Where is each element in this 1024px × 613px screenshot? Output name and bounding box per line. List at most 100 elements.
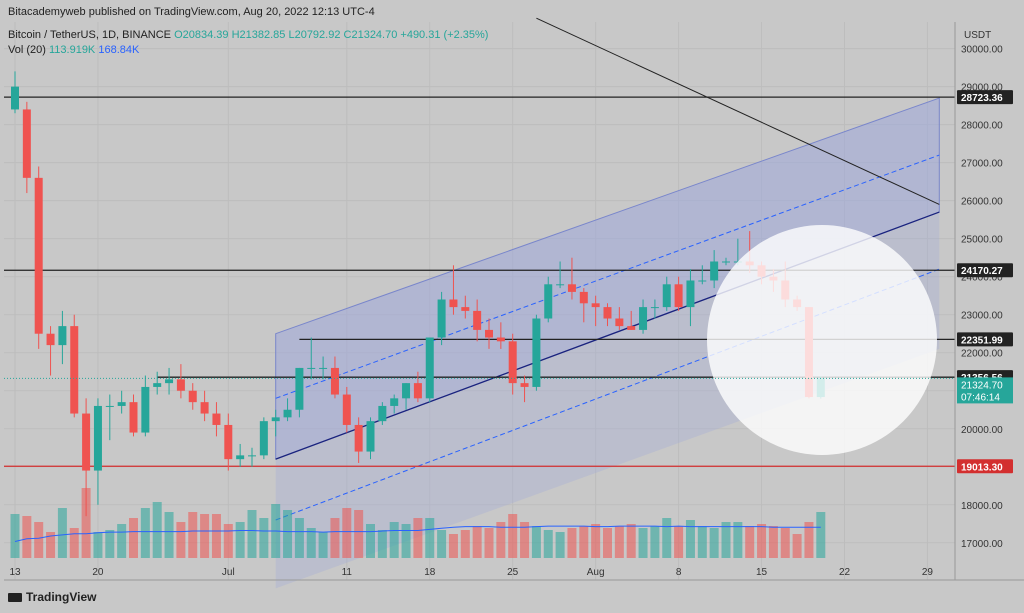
volume-bar bbox=[543, 530, 553, 558]
candle-body bbox=[390, 398, 399, 406]
volume-bar bbox=[129, 518, 138, 558]
candle-body bbox=[129, 402, 138, 433]
volume-bar bbox=[46, 532, 56, 558]
level-price-label: 19013.30 bbox=[961, 462, 1003, 473]
brand-label: TradingView bbox=[26, 590, 97, 604]
volume-bar bbox=[57, 508, 67, 558]
volume-moving-average bbox=[14, 525, 821, 542]
candle-body bbox=[283, 409, 292, 418]
price-tick-label: 23000.00 bbox=[961, 311, 1003, 322]
candle-body bbox=[366, 421, 375, 452]
candle-body bbox=[378, 405, 387, 422]
candle-body bbox=[603, 307, 612, 319]
level-price-label: 24170.27 bbox=[961, 266, 1003, 277]
candle-body bbox=[46, 333, 55, 346]
volume-bar bbox=[662, 518, 672, 558]
volume-bars bbox=[10, 488, 826, 558]
ohlc-values: O20834.39 H21382.85 L20792.92 C21324.70 … bbox=[174, 29, 489, 41]
volume-bar bbox=[330, 518, 340, 558]
symbol-name[interactable]: Bitcoin / TetherUS, 1D, BINANCE bbox=[8, 29, 172, 41]
candle-body bbox=[449, 299, 458, 308]
volume-label[interactable]: Vol (20) bbox=[8, 44, 46, 56]
volume-bar bbox=[81, 488, 91, 558]
last-price-tag bbox=[957, 377, 1013, 404]
volume-ma-line bbox=[14, 525, 821, 542]
candle-body bbox=[165, 379, 174, 384]
candle-body bbox=[70, 326, 79, 414]
tradingview-logo[interactable]: TradingView bbox=[8, 590, 96, 604]
price-tick-label: 29000.00 bbox=[961, 83, 1003, 94]
volume-bar bbox=[259, 518, 269, 558]
candle-body bbox=[650, 307, 659, 309]
volume-bar bbox=[437, 530, 447, 558]
time-tick-label: Aug bbox=[587, 567, 605, 578]
candle-body bbox=[342, 394, 351, 425]
volume-bar bbox=[366, 524, 375, 558]
volume-bar bbox=[283, 510, 293, 558]
candle-body bbox=[319, 367, 328, 369]
descending-trendline bbox=[536, 17, 940, 205]
volume-bar bbox=[188, 512, 198, 558]
volume-bar bbox=[235, 522, 245, 558]
last-price-label: 21324.70 bbox=[961, 380, 1003, 391]
currency-label: USDT bbox=[964, 30, 992, 41]
candle-body bbox=[413, 383, 422, 399]
candle-body bbox=[639, 307, 648, 330]
candle-body bbox=[22, 109, 31, 178]
candle-body bbox=[141, 386, 150, 433]
candle-body bbox=[82, 413, 91, 471]
candle-body bbox=[627, 326, 636, 330]
volume-bar bbox=[721, 522, 731, 558]
volume-bar bbox=[520, 522, 530, 558]
volume-bar bbox=[223, 524, 233, 558]
candle-body bbox=[579, 291, 588, 304]
highlight-circle bbox=[707, 225, 937, 455]
level-price-tag bbox=[957, 459, 1013, 474]
candle-body bbox=[188, 390, 197, 403]
time-tick-label: 8 bbox=[676, 567, 682, 578]
time-axis: 13 20 Jul 11 18 25 Aug 8 15 22 29 bbox=[4, 567, 1024, 581]
candle-body bbox=[722, 261, 730, 263]
candle-body bbox=[461, 307, 470, 311]
price-tick-label: 30000.00 bbox=[961, 45, 1003, 56]
volume-bar bbox=[745, 526, 755, 558]
volume-bar bbox=[354, 510, 364, 558]
volume-bar bbox=[804, 522, 814, 558]
candle-body bbox=[271, 417, 280, 422]
level-price-tag bbox=[957, 332, 1013, 347]
candle-body bbox=[11, 86, 19, 110]
price-tick-label: 17000.00 bbox=[961, 539, 1003, 550]
price-tick-label: 27000.00 bbox=[961, 159, 1003, 170]
channel-lower-dashed bbox=[275, 268, 940, 521]
volume-bar bbox=[377, 530, 387, 558]
volume-bar bbox=[768, 526, 778, 558]
candle-body bbox=[473, 310, 482, 330]
volume-bar bbox=[555, 532, 565, 558]
candle-body bbox=[105, 405, 114, 407]
volume-bar bbox=[709, 528, 719, 558]
volume-bar bbox=[472, 526, 482, 558]
level-price-tag bbox=[957, 263, 1013, 278]
volume-bar bbox=[496, 522, 506, 558]
volume-bar bbox=[413, 518, 423, 558]
candle-body bbox=[402, 383, 411, 399]
candle-body bbox=[176, 379, 185, 391]
level-price-label: 28723.36 bbox=[961, 93, 1003, 104]
highlight-spot bbox=[707, 225, 937, 455]
candle-body bbox=[615, 318, 624, 327]
volume-bar bbox=[22, 516, 32, 558]
candle-body bbox=[200, 402, 209, 414]
time-tick-label: 15 bbox=[756, 567, 768, 578]
volume-bar bbox=[306, 528, 316, 558]
candle-body bbox=[117, 402, 126, 406]
price-tick-label: 28000.00 bbox=[961, 121, 1003, 132]
countdown-label: 07:46:14 bbox=[961, 392, 1000, 403]
volume-bar bbox=[69, 528, 79, 558]
volume-bar bbox=[816, 512, 826, 558]
price-tick-label: 25000.00 bbox=[961, 235, 1003, 246]
volume-bar bbox=[733, 522, 743, 558]
volume-value-1: 113.919K bbox=[48, 44, 96, 56]
candle-body bbox=[437, 299, 446, 338]
price-axis: 17000.0018000.0019000.0020000.0021000.00… bbox=[4, 22, 1024, 582]
